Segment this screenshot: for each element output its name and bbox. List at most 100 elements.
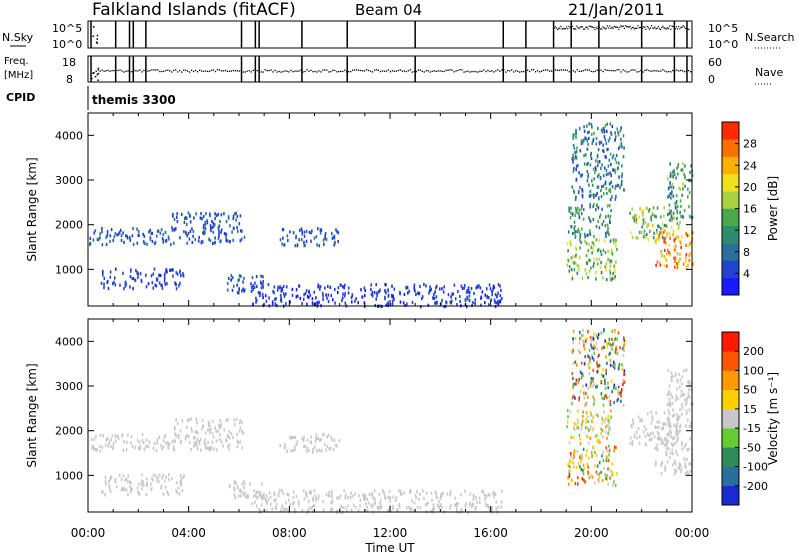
nsearch-point: [609, 25, 611, 27]
range-cell: [243, 486, 245, 490]
range-cell: [605, 355, 607, 359]
range-cell: [651, 211, 653, 215]
range-cell: [325, 238, 328, 242]
range-cell: [180, 481, 183, 485]
range-cell: [434, 490, 437, 494]
range-cell: [153, 267, 156, 271]
range-cell: [307, 295, 310, 300]
range-cell: [217, 237, 220, 241]
range-cell: [631, 443, 634, 447]
range-cell: [651, 417, 654, 422]
range-cell: [622, 403, 625, 407]
range-cell: [579, 390, 582, 394]
range-cell: [184, 437, 187, 441]
range-cell: [588, 258, 590, 262]
range-cell: [605, 234, 607, 238]
range-cell: [174, 426, 176, 430]
range-cell: [622, 382, 624, 387]
range-cell: [89, 242, 91, 246]
range-cell: [418, 497, 420, 501]
range-cell: [611, 185, 614, 189]
range-cell: [233, 423, 236, 427]
range-cell: [218, 423, 220, 428]
range-cell: [468, 299, 471, 303]
range-cell: [435, 301, 438, 305]
range-cell: [676, 266, 679, 270]
range-cell: [354, 299, 356, 303]
scatter-cells: [90, 328, 694, 515]
range-cell: [227, 215, 230, 219]
colorbar-swatch: [722, 139, 739, 157]
range-cell: [642, 209, 644, 213]
x-tick-label: 08:00: [272, 526, 307, 540]
range-cell: [334, 287, 336, 292]
range-cell: [326, 296, 328, 300]
range-cell: [655, 228, 658, 232]
range-cell: [175, 481, 178, 485]
freq-point: [284, 70, 286, 72]
range-cell: [598, 140, 601, 144]
range-cell: [679, 239, 681, 243]
nsky-tick-bottom: 10^0: [52, 38, 82, 51]
range-cell: [672, 452, 674, 456]
range-cell: [597, 438, 600, 442]
range-cell: [673, 472, 676, 476]
range-cell: [689, 179, 692, 183]
freq-point: [266, 70, 268, 72]
range-cell: [212, 224, 215, 228]
range-cell: [186, 418, 189, 422]
range-cell: [589, 357, 591, 361]
range-cell: [585, 411, 588, 415]
range-cell: [171, 440, 174, 444]
range-cell: [638, 441, 641, 445]
range-cell: [584, 480, 586, 484]
range-cell: [685, 243, 687, 247]
range-cell: [650, 218, 653, 222]
range-cell: [610, 343, 612, 347]
range-cell: [676, 166, 678, 170]
range-cell: [200, 448, 202, 452]
range-cell: [582, 333, 585, 337]
range-cell: [567, 482, 570, 486]
range-cell: [460, 507, 463, 512]
freq-point: [113, 69, 115, 72]
range-cell: [125, 448, 128, 452]
range-cell: [209, 430, 211, 434]
range-cell: [575, 132, 577, 136]
range-cell: [597, 185, 599, 189]
range-cell: [684, 256, 687, 260]
range-cell: [615, 244, 617, 248]
range-cell: [591, 132, 593, 136]
range-cell: [658, 432, 660, 436]
range-cell: [136, 227, 138, 231]
range-cell: [631, 235, 634, 240]
range-cell: [163, 276, 166, 280]
freq-point: [95, 70, 97, 73]
range-cell: [667, 368, 670, 372]
range-cell: [669, 191, 672, 195]
range-cell: [275, 297, 277, 301]
range-cell: [679, 210, 681, 214]
range-cell: [576, 210, 578, 214]
range-cell: [201, 419, 204, 423]
range-cell: [575, 135, 577, 139]
colorbar-tick-label: 8: [743, 246, 750, 259]
nsearch-point: [563, 28, 565, 30]
nsearch-point: [568, 25, 570, 27]
range-cell: [114, 480, 117, 484]
range-cell: [106, 234, 109, 238]
range-cell: [146, 477, 148, 481]
range-cell: [438, 500, 440, 504]
range-cell: [186, 425, 188, 430]
range-cell: [95, 435, 97, 439]
range-cell: [681, 443, 683, 447]
range-cell: [176, 272, 179, 276]
range-cell: [123, 240, 125, 244]
cpid-value: themis 3300: [92, 93, 176, 107]
range-cell: [311, 229, 313, 233]
range-cell: [213, 223, 216, 227]
nsearch-point: [566, 26, 568, 28]
range-cell: [490, 298, 492, 302]
range-cell: [681, 440, 683, 445]
range-cell: [572, 212, 574, 216]
